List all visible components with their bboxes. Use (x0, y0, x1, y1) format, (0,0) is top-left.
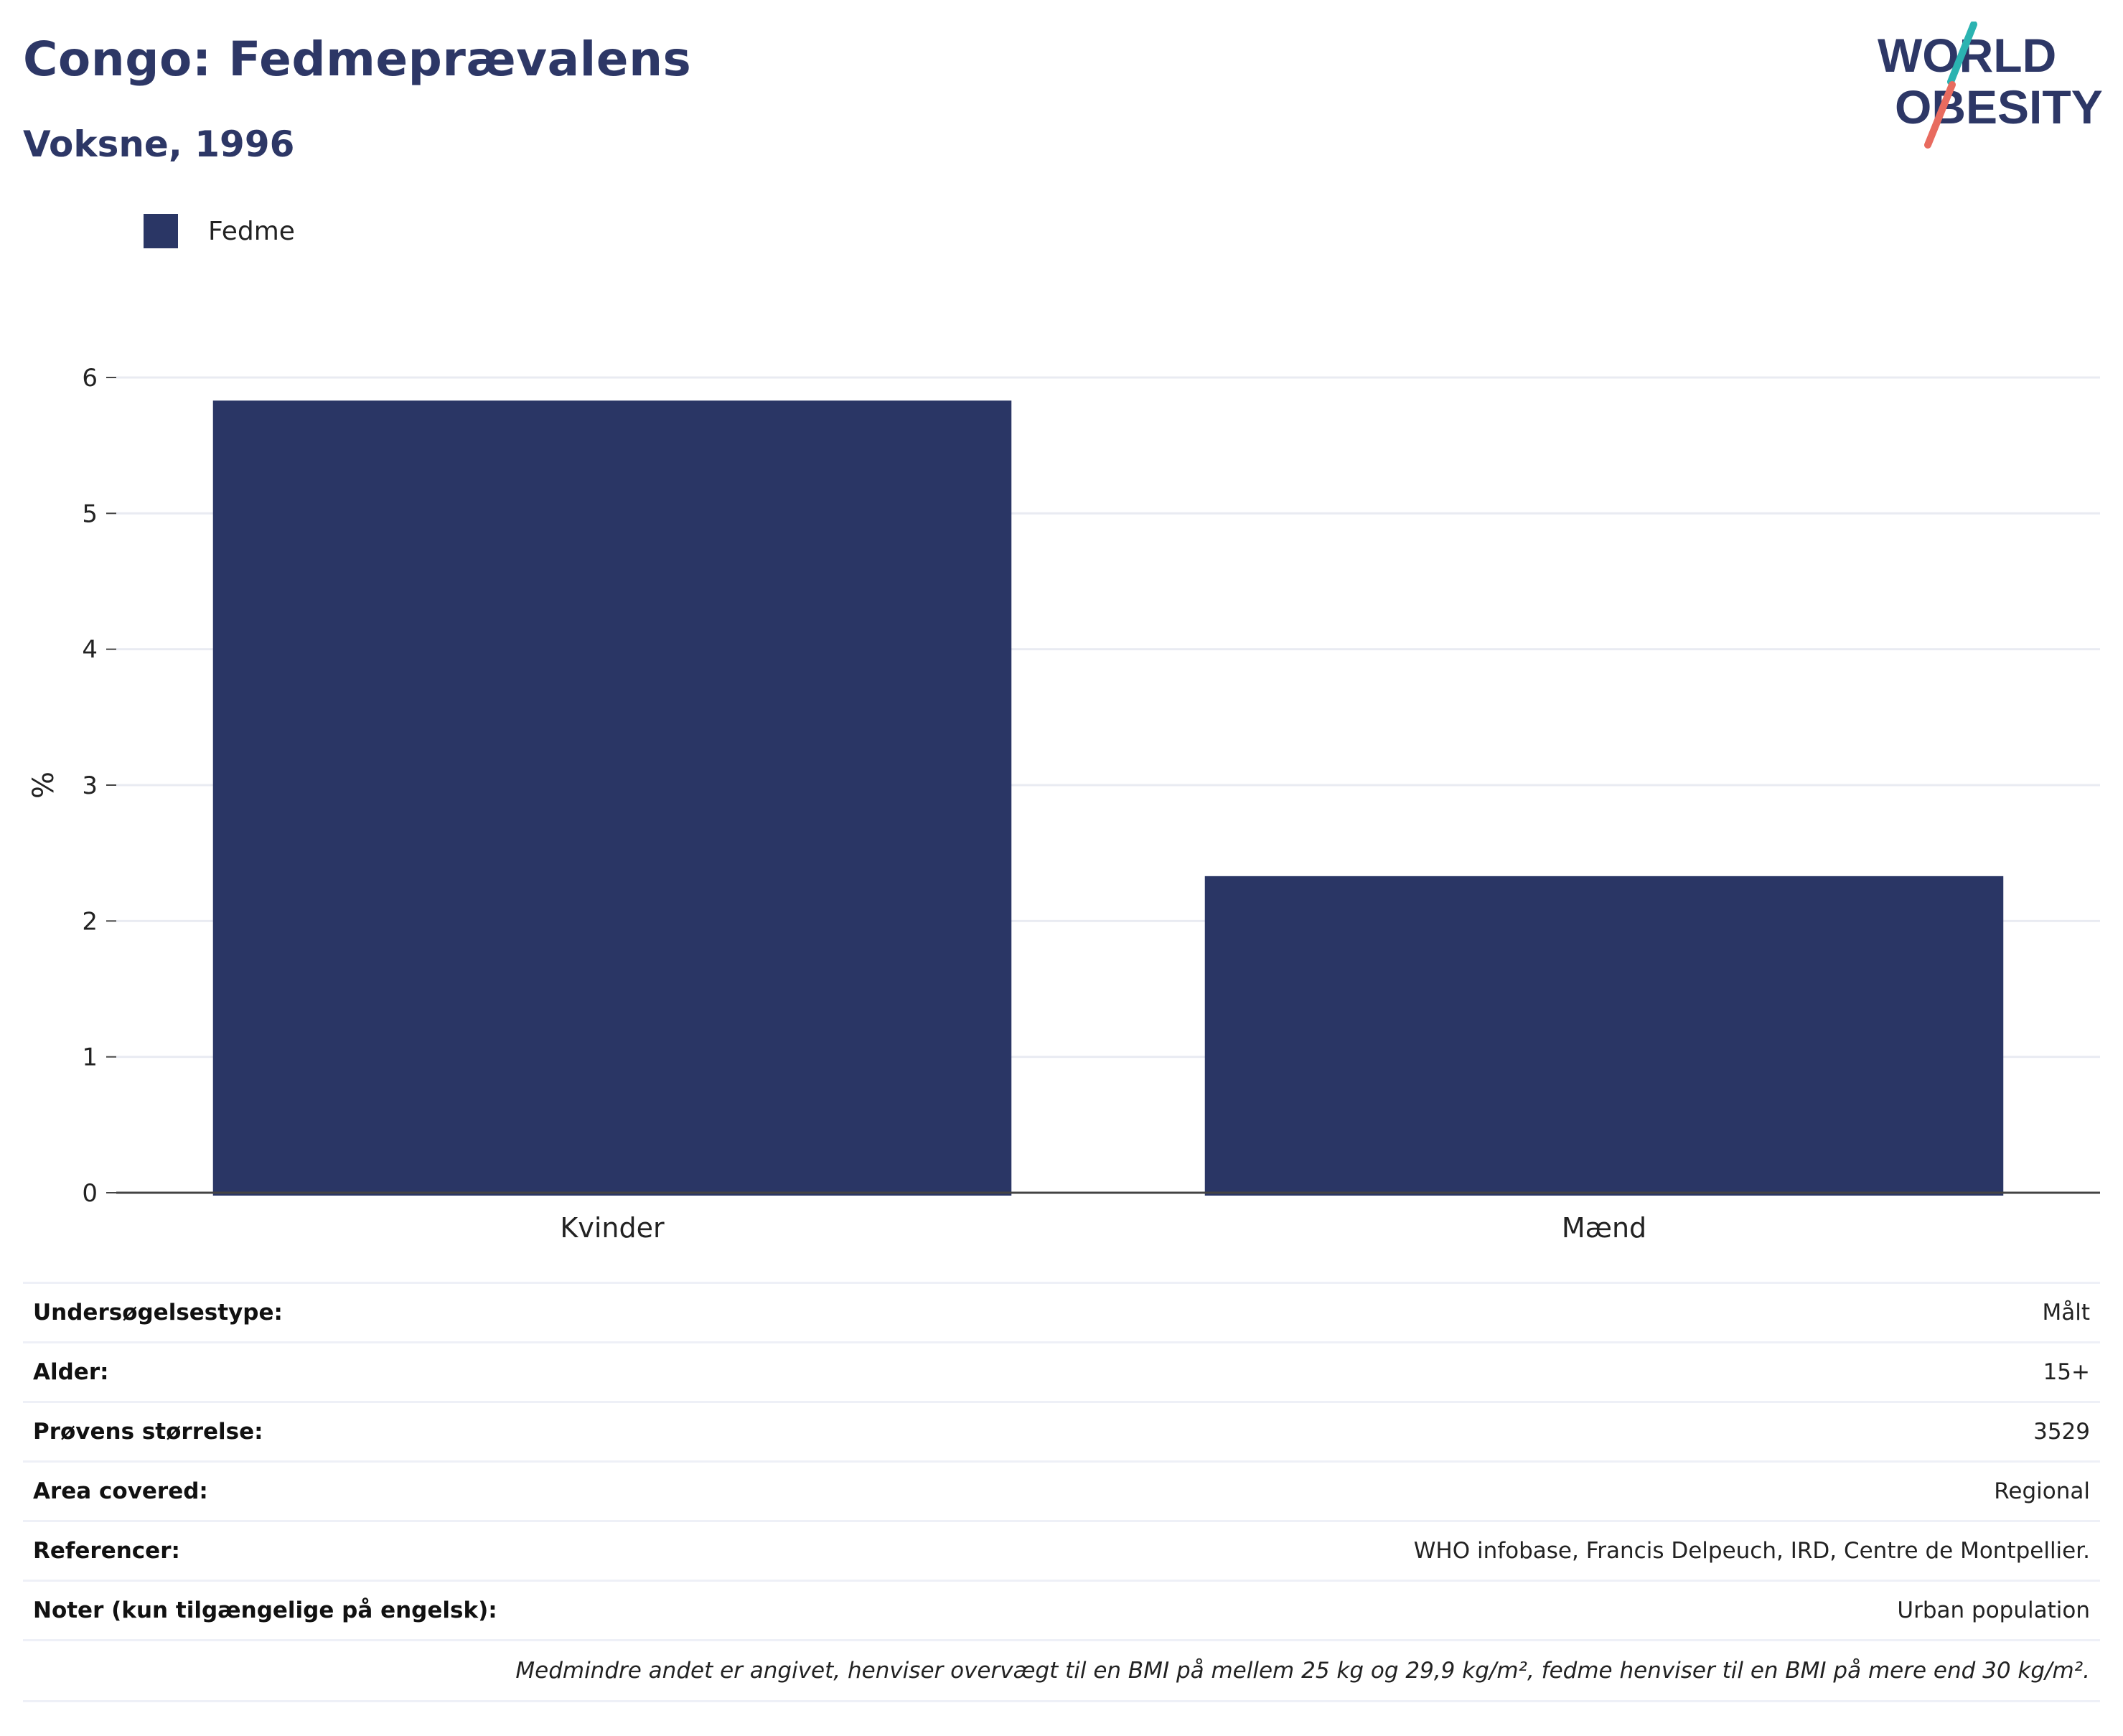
logo-slash-teal (1947, 22, 1977, 85)
legend-swatch (144, 214, 178, 248)
details-key: Undersøgelsestype: (23, 1282, 875, 1343)
details-value: Urban population (874, 1580, 2100, 1641)
details-key: Prøvens størrelse: (23, 1401, 875, 1462)
y-tick-label: 2 (82, 907, 98, 936)
footnote-row: Medmindre andet er angivet, henviser ove… (23, 1639, 2100, 1702)
details-row: Referencer: WHO infobase, Francis Delpeu… (23, 1520, 2100, 1581)
details-value: 15+ (874, 1341, 2100, 1402)
logo-slash-coral (1924, 81, 1956, 149)
details-row: Undersøgelsestype: Målt (23, 1282, 2100, 1343)
y-tick-label: 4 (82, 636, 98, 665)
details-key: Alder: (23, 1341, 875, 1402)
details-value: 3529 (874, 1401, 2100, 1462)
logo-text-obesity: OBESITY (1895, 80, 2103, 133)
bar (212, 400, 1012, 1196)
details-row: Prøvens størrelse: 3529 (23, 1401, 2100, 1462)
world-obesity-logo: WORLD OBESITY (1878, 22, 2103, 149)
details-table: Undersøgelsestype: Målt Alder: 15+ Prøve… (23, 1282, 2100, 1702)
details-key: Referencer: (23, 1520, 875, 1581)
bar (1204, 876, 2004, 1196)
details-value: Målt (874, 1282, 2100, 1343)
legend: Fedme (144, 212, 295, 250)
y-tick-label: 1 (82, 1043, 98, 1072)
details-row: Area covered: Regional (23, 1460, 2100, 1521)
details-row: Noter (kun tilgængelige på engelsk): Urb… (23, 1580, 2100, 1641)
y-tick-label: 0 (82, 1179, 98, 1208)
legend-label: Fedme (208, 216, 295, 246)
chart-subtitle: Voksne, 1996 (23, 123, 295, 165)
y-axis-title: % (27, 771, 60, 799)
chart-title: Congo: Fedmeprævalens (23, 32, 692, 87)
y-tick-label: 3 (82, 771, 98, 800)
footnote: Medmindre andet er angivet, henviser ove… (23, 1639, 2100, 1702)
x-tick-label: Mænd (1562, 1212, 1646, 1244)
details-value: Regional (874, 1460, 2100, 1521)
bar-chart: 0 1 2 3 4 5 6 Kvinder Mænd% (27, 364, 2100, 1244)
details-row: Alder: 15+ (23, 1341, 2100, 1402)
y-tick-label: 6 (82, 364, 98, 393)
y-tick-label: 5 (82, 499, 98, 528)
details-key: Area covered: (23, 1460, 875, 1521)
x-tick-label: Kvinder (560, 1212, 665, 1244)
details-key: Noter (kun tilgængelige på engelsk): (23, 1580, 875, 1641)
details-value: WHO infobase, Francis Delpeuch, IRD, Cen… (874, 1520, 2100, 1581)
